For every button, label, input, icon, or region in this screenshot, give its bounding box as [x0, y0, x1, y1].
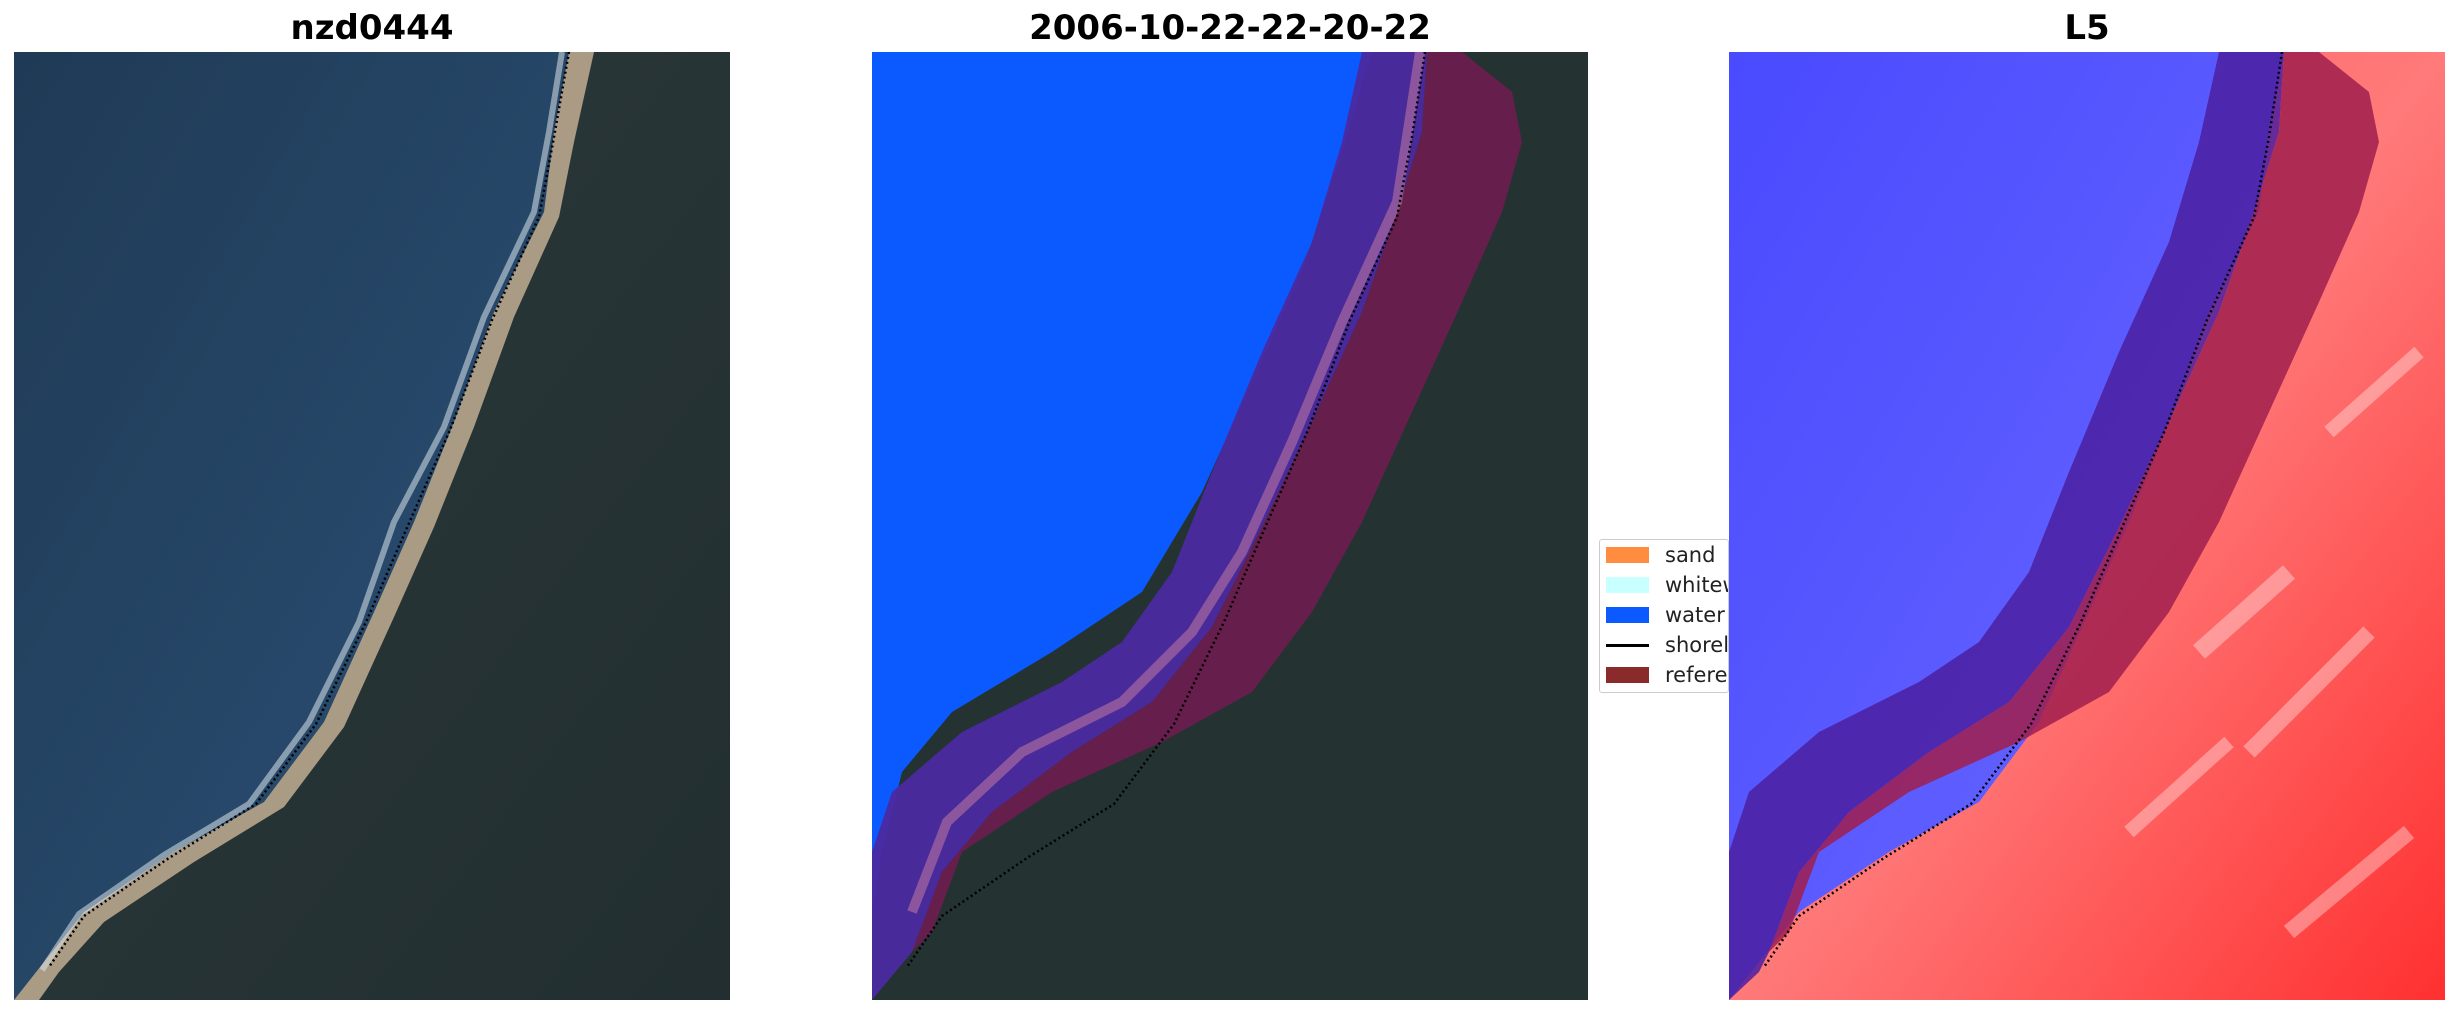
- legend-label-water: water: [1665, 603, 1725, 627]
- index-image-panel: [1729, 52, 2445, 1000]
- classified-image-panel: [872, 52, 1588, 1000]
- legend-label-reference: reference: [1665, 663, 1728, 687]
- index-image: [1729, 52, 2445, 1000]
- water-class-area: [872, 52, 1372, 912]
- shoreline-line: [1762, 52, 2284, 968]
- texture-streaks: [2124, 346, 2424, 939]
- rgb-image-panel: [14, 52, 730, 1000]
- whitewater-swatch: [1606, 577, 1649, 593]
- surf-line: [39, 52, 565, 972]
- panel-title-rgb: nzd0444: [290, 8, 454, 48]
- buffer-land-side: [1769, 52, 2379, 952]
- buffer-water-side: [1729, 52, 2284, 1000]
- legend-item-reference: reference: [1606, 660, 1728, 690]
- shoreline-line: [47, 52, 571, 968]
- water-swatch: [1606, 607, 1649, 623]
- reference-swatch: [1606, 667, 1649, 683]
- sand-swatch: [1606, 547, 1649, 563]
- buffer-land-side: [912, 52, 1522, 952]
- legend-item-water: water: [1606, 600, 1728, 630]
- legend-label-sand: sand: [1665, 543, 1716, 567]
- sea-area: [14, 52, 569, 1000]
- rgb-image: [14, 52, 730, 1000]
- shoreline-line: [905, 52, 1427, 968]
- shoreline-swatch: [1606, 643, 1649, 647]
- legend-item-sand: sand: [1606, 540, 1728, 570]
- legend-item-shoreline: shoreline: [1606, 630, 1729, 660]
- panel-title-index: L5: [2064, 8, 2110, 48]
- classified-image: [872, 52, 1588, 1000]
- panel-title-classified: 2006-10-22-22-20-22: [1029, 8, 1431, 48]
- sand-fringe: [907, 52, 1425, 914]
- legend-label-shoreline: shoreline: [1665, 633, 1729, 657]
